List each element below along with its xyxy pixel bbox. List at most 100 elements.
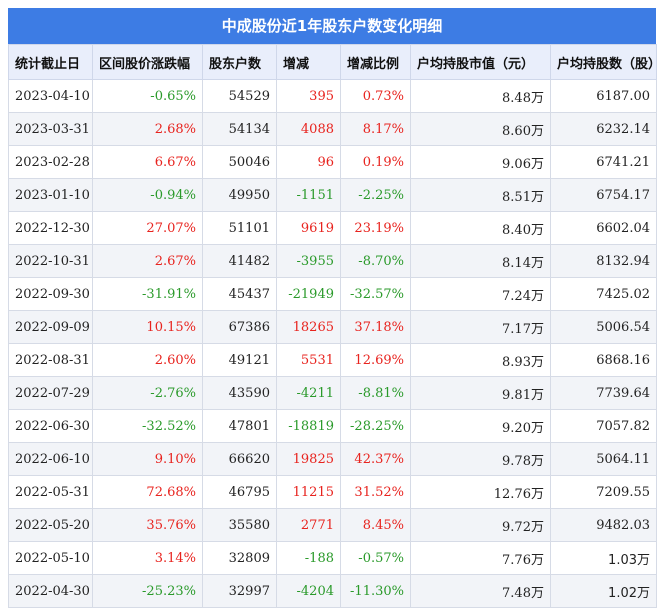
cell-avg-value: 9.78万	[410, 442, 551, 476]
table-row: 2023-04-10 -0.65% 54529 395 0.73% 8.48万 6187.0…	[8, 79, 657, 113]
cell-avg-shares: 5064.11	[550, 442, 657, 476]
cell-change-ratio: -28.25%	[340, 409, 411, 443]
table-row: 2022-09-09 10.15% 67386 18265 37.18% 7.17万 500…	[8, 310, 657, 344]
unit-wan: 万	[530, 354, 544, 370]
unit-wan: 万	[530, 288, 544, 304]
cell-date: 2022-10-31	[8, 244, 93, 278]
cell-date: 2022-06-10	[8, 442, 93, 476]
cell-change: 4088	[276, 112, 341, 146]
cell-change-ratio: 8.45%	[340, 508, 411, 542]
avg-value-number: 8.93	[502, 354, 531, 370]
cell-change: 96	[276, 145, 341, 179]
cell-change: 9619	[276, 211, 341, 245]
header-holder-count: 股东户数	[202, 44, 277, 80]
cell-price-change: 9.10%	[92, 442, 203, 476]
cell-change: 18265	[276, 310, 341, 344]
cell-change: -4204	[276, 574, 341, 608]
table-row: 2022-05-31 72.68% 46795 11215 31.52% 12.76万 72…	[8, 475, 657, 509]
avg-value-number: 7.76	[502, 552, 531, 568]
cell-holder-count: 54134	[202, 112, 277, 146]
header-change-ratio: 增减比例	[340, 44, 411, 80]
cell-date: 2023-01-10	[8, 178, 93, 212]
avg-value-number: 9.06	[502, 156, 531, 172]
avg-value-number: 7.17	[502, 321, 531, 337]
cell-change-ratio: 0.73%	[340, 79, 411, 113]
table-row: 2022-06-10 9.10% 66620 19825 42.37% 9.78万 5064…	[8, 442, 657, 476]
cell-avg-shares: 6187.00	[550, 79, 657, 113]
cell-holder-count: 67386	[202, 310, 277, 344]
avg-value-number: 9.72	[502, 519, 531, 535]
cell-change-ratio: 37.18%	[340, 310, 411, 344]
unit-wan: 万	[530, 321, 544, 337]
cell-avg-value: 9.72万	[410, 508, 551, 542]
table-title: 中成股份近1年股东户数变化明细	[8, 8, 656, 44]
avg-value-number: 12.76	[493, 486, 531, 502]
cell-price-change: -2.76%	[92, 376, 203, 410]
cell-avg-shares: 8132.94	[550, 244, 657, 278]
cell-change-ratio: 31.52%	[340, 475, 411, 509]
table-row: 2022-08-31 2.60% 49121 5531 12.69% 8.93万 6868.…	[8, 343, 657, 377]
cell-date: 2022-05-31	[8, 475, 93, 509]
cell-change-ratio: -8.70%	[340, 244, 411, 278]
cell-avg-value: 8.51万	[410, 178, 551, 212]
cell-holder-count: 47801	[202, 409, 277, 443]
avg-value-number: 8.14	[502, 255, 531, 271]
cell-change-ratio: -0.57%	[340, 541, 411, 575]
cell-holder-count: 43590	[202, 376, 277, 410]
unit-wan: 万	[530, 156, 544, 172]
cell-price-change: 2.60%	[92, 343, 203, 377]
avg-value-number: 9.81	[502, 387, 531, 403]
unit-wan: 万	[530, 387, 544, 403]
shareholder-table: 统计截止日 区间股价涨跌幅 股东户数 增减 增减比例 户均持股市值（元） 户均持…	[8, 44, 658, 608]
cell-avg-value: 8.48万	[410, 79, 551, 113]
cell-change-ratio: 23.19%	[340, 211, 411, 245]
cell-change-ratio: 0.19%	[340, 145, 411, 179]
cell-avg-value: 8.93万	[410, 343, 551, 377]
table-row: 2023-03-31 2.68% 54134 4088 8.17% 8.60万 6232.1…	[8, 112, 657, 146]
table-row: 2022-05-10 3.14% 32809 -188 -0.57% 7.76万 1.03万	[8, 541, 657, 575]
cell-avg-shares: 6754.17	[550, 178, 657, 212]
cell-avg-shares: 1.02万	[550, 574, 657, 608]
cell-price-change: 27.07%	[92, 211, 203, 245]
avg-value-number: 8.48	[502, 90, 531, 106]
cell-change: -21949	[276, 277, 341, 311]
cell-holder-count: 66620	[202, 442, 277, 476]
header-avg-value: 户均持股市值（元）	[410, 44, 551, 80]
cell-avg-shares: 5006.54	[550, 310, 657, 344]
cell-price-change: -0.65%	[92, 79, 203, 113]
cell-date: 2023-03-31	[8, 112, 93, 146]
header-price-change: 区间股价涨跌幅	[92, 44, 203, 80]
unit-wan: 万	[530, 585, 544, 601]
cell-avg-value: 7.76万	[410, 541, 551, 575]
cell-holder-count: 51101	[202, 211, 277, 245]
cell-change: -188	[276, 541, 341, 575]
header-avg-shares: 户均持股数（股）	[550, 44, 658, 80]
cell-price-change: 2.68%	[92, 112, 203, 146]
cell-change-ratio: -32.57%	[340, 277, 411, 311]
unit-wan: 万	[530, 420, 544, 436]
cell-change-ratio: -8.81%	[340, 376, 411, 410]
table-row: 2022-07-29 -2.76% 43590 -4211 -8.81% 9.81万 773…	[8, 376, 657, 410]
avg-value-number: 9.78	[502, 453, 531, 469]
cell-avg-value: 8.60万	[410, 112, 551, 146]
cell-holder-count: 46795	[202, 475, 277, 509]
cell-date: 2022-09-09	[8, 310, 93, 344]
cell-avg-shares: 6868.16	[550, 343, 657, 377]
cell-avg-value: 12.76万	[410, 475, 551, 509]
cell-price-change: 3.14%	[92, 541, 203, 575]
avg-value-number: 8.60	[502, 123, 531, 139]
cell-change: 5531	[276, 343, 341, 377]
cell-change: -1151	[276, 178, 341, 212]
cell-date: 2022-04-30	[8, 574, 93, 608]
avg-value-number: 7.48	[502, 585, 531, 601]
avg-value-number: 7.24	[502, 288, 531, 304]
cell-date: 2023-02-28	[8, 145, 93, 179]
cell-date: 2022-06-30	[8, 409, 93, 443]
cell-change: 2771	[276, 508, 341, 542]
cell-change: -4211	[276, 376, 341, 410]
cell-avg-shares: 7425.02	[550, 277, 657, 311]
cell-avg-value: 8.14万	[410, 244, 551, 278]
cell-holder-count: 49950	[202, 178, 277, 212]
cell-avg-value: 9.20万	[410, 409, 551, 443]
table-row: 2022-05-20 35.76% 35580 2771 8.45% 9.72万 9482.…	[8, 508, 657, 542]
